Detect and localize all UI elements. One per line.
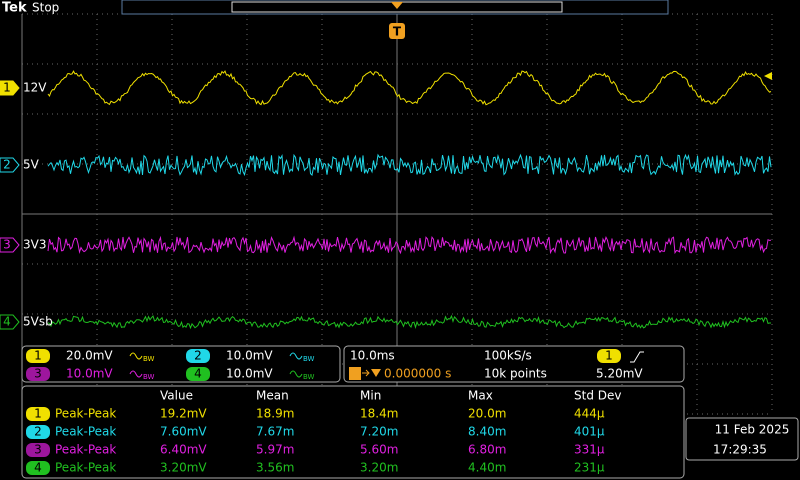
- channel-marker: [0, 80, 20, 96]
- date: 11 Feb 2025: [715, 423, 790, 437]
- trigger-pos-triangle: [371, 369, 381, 377]
- measurement-value: 18.4m: [360, 407, 398, 421]
- bandwidth-icon: [129, 370, 143, 378]
- channel-badge: [26, 367, 50, 381]
- bandwidth-limit: BW: [303, 355, 315, 363]
- channel-number: 3: [3, 238, 11, 252]
- measurement-value: 6.40mV: [160, 443, 207, 457]
- trigger-slope-icon: [630, 351, 644, 363]
- trigger-pos-arrow: [362, 369, 370, 377]
- trigger-source-badge: [597, 349, 621, 363]
- measurement-value: 7.60mV: [160, 425, 207, 439]
- channel-badge: [26, 407, 50, 421]
- channel-badge: [26, 461, 50, 475]
- measurement-column-header: Value: [160, 389, 193, 403]
- trigger-position-arrow: [391, 2, 403, 9]
- bandwidth-limit: BW: [143, 355, 155, 363]
- horizontal-scale: 10.0ms: [350, 349, 395, 363]
- channel-badge-number: 1: [34, 349, 42, 363]
- graticule: [21, 13, 773, 415]
- channel-badge-number: 2: [194, 349, 202, 363]
- channel-marker: [0, 157, 20, 173]
- vertical-scale: 10.0mV: [226, 367, 273, 381]
- channel-label: 5V: [23, 158, 40, 172]
- bandwidth-icon: [289, 352, 303, 360]
- channel-badge-number: 1: [34, 407, 42, 421]
- trigger-marker: T: [393, 25, 402, 39]
- channel-badge: [26, 443, 50, 457]
- measurement-value: 6.80m: [468, 443, 506, 457]
- channel-badge-number: 4: [194, 367, 202, 381]
- channel-badge: [186, 367, 210, 381]
- channel-marker: [0, 314, 20, 330]
- measurement-value: 444µ: [574, 407, 605, 421]
- measurement-column-header: Std Dev: [574, 389, 621, 403]
- trigger-marker-badge: [389, 23, 405, 39]
- channel-badge: [186, 349, 210, 363]
- sample-rate: 100kS/s: [484, 349, 532, 363]
- channel-badge-number: 3: [34, 443, 42, 457]
- measurement-value: 401µ: [574, 425, 605, 439]
- measurement-value: 18.9m: [256, 407, 294, 421]
- datetime-box: [685, 417, 799, 461]
- vertical-readout: [21, 345, 341, 383]
- measurement-value: 3.20m: [360, 461, 398, 475]
- channel-label: 3V3: [23, 238, 46, 252]
- measurement-type: Peak-Peak: [55, 461, 116, 475]
- brand: Tek: [2, 1, 27, 16]
- record-length: 10k points: [484, 367, 547, 381]
- channel-badge-number: 4: [34, 461, 42, 475]
- vertical-scale: 10.0mV: [66, 367, 113, 381]
- channel-number: 1: [3, 81, 11, 95]
- measurement-value: 331µ: [574, 443, 605, 457]
- measurement-type: Peak-Peak: [55, 425, 116, 439]
- measurement-value: 7.20m: [360, 425, 398, 439]
- record-bar: [121, 0, 669, 15]
- measurement-value: 7.67m: [256, 425, 294, 439]
- measurement-value: 20.0m: [468, 407, 506, 421]
- vertical-scale: 10.0mV: [226, 349, 273, 363]
- trigger-position: 0.000000 s: [384, 367, 451, 381]
- channel-badge-number: 2: [34, 425, 42, 439]
- measurement-value: 231µ: [574, 461, 605, 475]
- channel-badge: [26, 425, 50, 439]
- waveform-trace: [47, 235, 772, 255]
- channel-badge-number: 3: [34, 367, 42, 381]
- channel-badge: [26, 349, 50, 363]
- channel-label: 5Vsb: [23, 315, 53, 329]
- waveform-trace: [47, 153, 772, 177]
- bandwidth-limit: BW: [143, 373, 155, 381]
- measurement-type: Peak-Peak: [55, 407, 116, 421]
- trigger-pos-icon: [349, 367, 361, 380]
- bandwidth-icon: [289, 370, 303, 378]
- channel-marker: [0, 237, 20, 253]
- measurement-value: 19.2mV: [160, 407, 207, 421]
- waveforms: [47, 70, 772, 330]
- trigger-level: 5.20mV: [596, 367, 643, 381]
- waveform-trace: [47, 70, 772, 106]
- waveform-trace: [47, 314, 771, 330]
- acquisition-status: Stop: [32, 1, 59, 15]
- measurement-value: 4.40m: [468, 461, 506, 475]
- measurement-value: 5.60m: [360, 443, 398, 457]
- vertical-scale: 20.0mV: [66, 349, 113, 363]
- measurement-value: 5.97m: [256, 443, 294, 457]
- measurement-column-header: Min: [360, 389, 381, 403]
- trigger-level-arrow: [764, 72, 772, 80]
- measurement-panel: [21, 385, 685, 479]
- channel-number: 4: [3, 315, 11, 329]
- measurement-column-header: Mean: [256, 389, 289, 403]
- channel-number: 2: [3, 158, 11, 172]
- trigger-source: 1: [605, 349, 613, 363]
- bandwidth-icon: [129, 352, 143, 360]
- measurement-value: 8.40m: [468, 425, 506, 439]
- time: 17:29:35: [713, 443, 767, 457]
- bandwidth-limit: BW: [303, 373, 315, 381]
- measurement-value: 3.56m: [256, 461, 294, 475]
- measurement-column-header: Max: [468, 389, 493, 403]
- channel-label: 12V: [23, 81, 47, 95]
- measurement-value: 3.20mV: [160, 461, 207, 475]
- measurement-type: Peak-Peak: [55, 443, 116, 457]
